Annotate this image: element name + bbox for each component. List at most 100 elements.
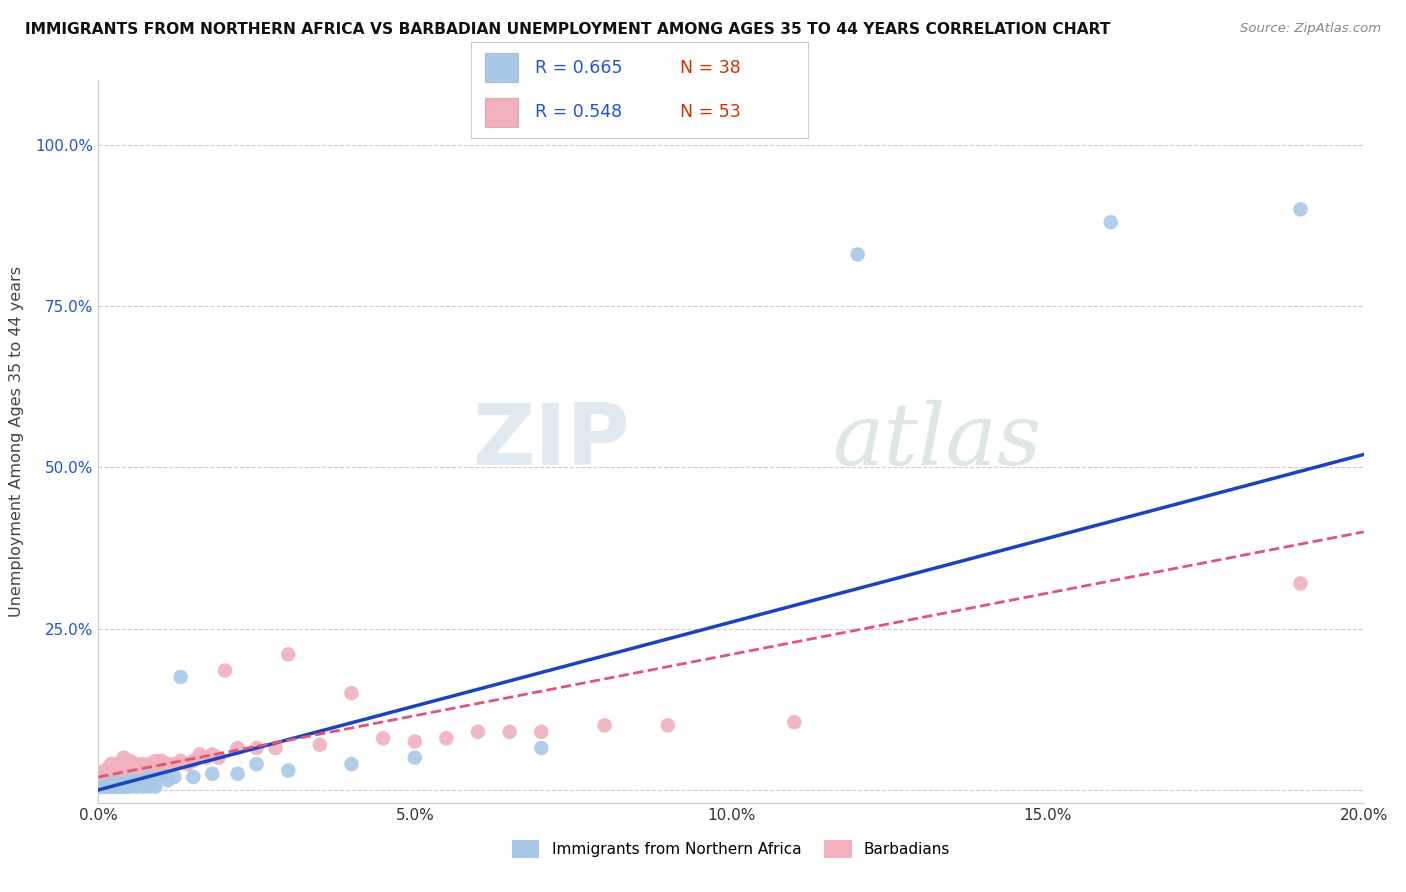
Point <box>783 715 806 730</box>
Point <box>120 760 141 774</box>
Point <box>120 780 141 794</box>
Point <box>157 773 180 788</box>
Point <box>163 757 186 772</box>
Point <box>120 773 141 788</box>
Point <box>371 731 394 746</box>
Point <box>246 757 269 772</box>
Point <box>120 754 141 768</box>
Point <box>100 770 122 784</box>
Point <box>90 780 112 794</box>
Point <box>163 770 186 784</box>
Point <box>498 724 520 739</box>
Point <box>188 747 211 762</box>
Text: N = 38: N = 38 <box>681 59 741 77</box>
Point <box>340 757 363 772</box>
Point <box>125 770 148 784</box>
Point <box>145 773 166 788</box>
Point <box>138 766 160 780</box>
Point <box>93 770 117 784</box>
Point <box>467 724 489 739</box>
Point <box>309 738 332 752</box>
Point <box>404 734 426 748</box>
Point <box>97 766 120 780</box>
Text: R = 0.548: R = 0.548 <box>536 103 623 121</box>
Point <box>107 757 129 772</box>
Point <box>112 750 135 764</box>
Point <box>125 773 148 788</box>
Point <box>157 757 180 772</box>
Point <box>112 776 135 790</box>
Point <box>93 780 117 794</box>
Point <box>226 741 249 756</box>
Point <box>132 766 155 780</box>
Point <box>100 780 122 794</box>
Y-axis label: Unemployment Among Ages 35 to 44 years: Unemployment Among Ages 35 to 44 years <box>10 266 24 617</box>
Point <box>132 780 155 794</box>
Point <box>125 780 148 794</box>
Point <box>530 724 553 739</box>
Point <box>208 750 231 764</box>
Point <box>103 780 125 794</box>
Point <box>657 718 679 732</box>
Point <box>132 757 155 772</box>
Point <box>340 686 363 700</box>
Point <box>138 780 160 794</box>
Point <box>145 754 166 768</box>
Point <box>169 754 191 768</box>
Point <box>107 764 129 778</box>
Point <box>277 764 299 778</box>
Legend: Immigrants from Northern Africa, Barbadians: Immigrants from Northern Africa, Barbadi… <box>506 834 956 863</box>
Point <box>145 780 166 794</box>
Text: ZIP: ZIP <box>472 400 630 483</box>
Point <box>150 770 173 784</box>
Point <box>89 780 111 794</box>
Point <box>593 718 616 732</box>
Text: Source: ZipAtlas.com: Source: ZipAtlas.com <box>1240 22 1381 36</box>
Point <box>277 648 299 662</box>
Point <box>194 750 218 764</box>
Point <box>120 770 141 784</box>
Text: R = 0.665: R = 0.665 <box>536 59 623 77</box>
Point <box>90 770 112 784</box>
Point <box>201 747 224 762</box>
Point <box>226 766 249 780</box>
Point <box>530 741 553 756</box>
Point <box>132 776 155 790</box>
Point <box>107 780 129 794</box>
Point <box>138 770 160 784</box>
Point <box>112 760 135 774</box>
Point <box>436 731 458 746</box>
Point <box>404 750 426 764</box>
Point <box>846 247 869 261</box>
Point <box>93 764 117 778</box>
Point <box>107 776 129 790</box>
Point <box>201 766 224 780</box>
Point <box>125 757 148 772</box>
Point <box>138 757 160 772</box>
Point <box>1289 576 1312 591</box>
FancyBboxPatch shape <box>485 98 519 127</box>
Point <box>150 766 173 780</box>
Text: atlas: atlas <box>832 401 1042 483</box>
Point <box>110 780 132 794</box>
FancyBboxPatch shape <box>485 54 519 82</box>
Point <box>214 664 236 678</box>
Point <box>183 754 205 768</box>
Text: N = 53: N = 53 <box>681 103 741 121</box>
Point <box>112 780 135 794</box>
Point <box>112 770 135 784</box>
Point <box>169 670 191 684</box>
Point <box>100 776 122 790</box>
Point <box>107 770 129 784</box>
Point <box>100 757 122 772</box>
Text: IMMIGRANTS FROM NORTHERN AFRICA VS BARBADIAN UNEMPLOYMENT AMONG AGES 35 TO 44 YE: IMMIGRANTS FROM NORTHERN AFRICA VS BARBA… <box>25 22 1111 37</box>
Point <box>264 741 287 756</box>
Point <box>115 780 138 794</box>
Point <box>100 764 122 778</box>
Point <box>1099 215 1122 229</box>
Point <box>120 776 141 790</box>
Point <box>246 741 269 756</box>
Point <box>1289 202 1312 217</box>
Point <box>176 757 198 772</box>
Point <box>145 764 166 778</box>
